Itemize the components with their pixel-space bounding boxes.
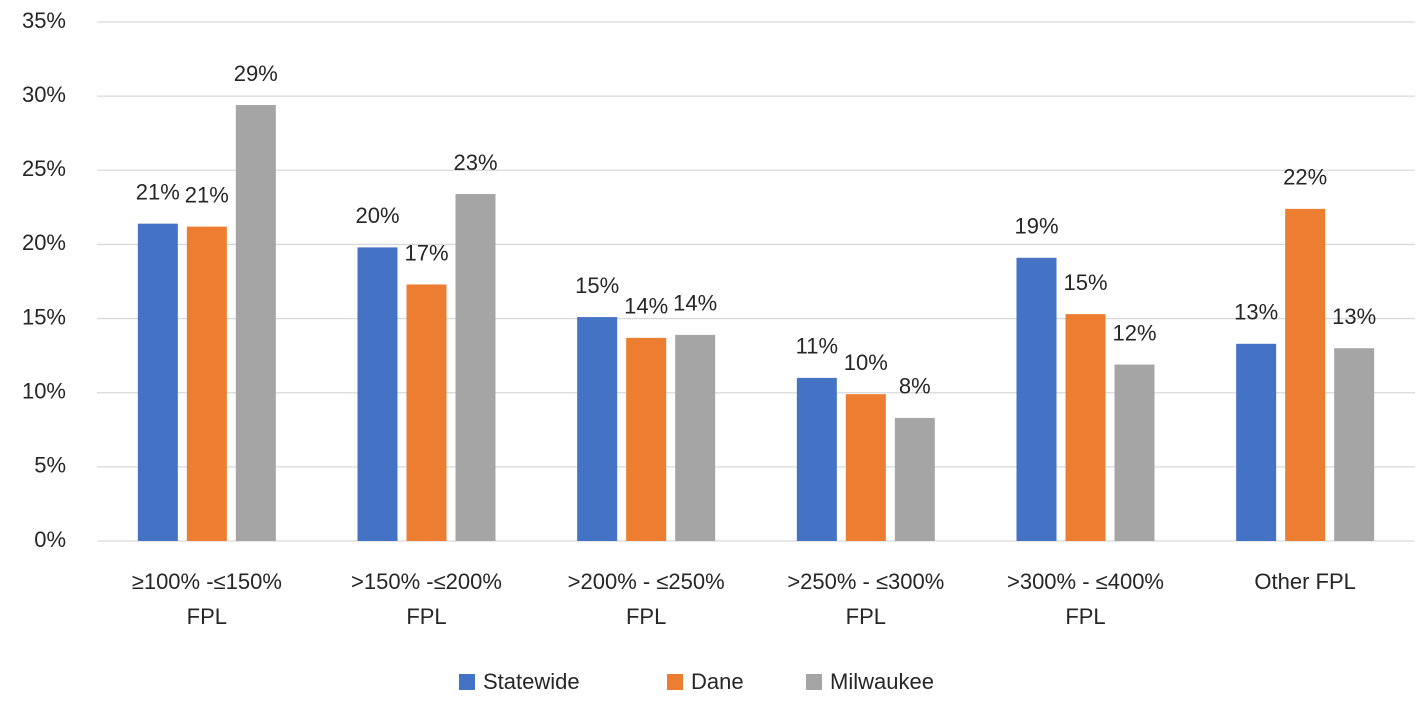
x-tick-label: >250% - ≤300% FPL (787, 569, 944, 629)
x-tick-label: >150% -≤200% FPL (351, 569, 502, 629)
data-label: 15% (1063, 270, 1107, 295)
data-label: 21% (136, 179, 180, 204)
data-label: 8% (899, 374, 931, 399)
bar (186, 226, 227, 542)
data-label: 15% (575, 273, 619, 298)
x-tick-label: >300% - ≤400% FPL (1007, 569, 1164, 629)
data-label: 13% (1234, 300, 1278, 325)
data-label: 21% (185, 182, 229, 207)
bar (1334, 348, 1375, 541)
bar (455, 194, 496, 542)
data-label: 14% (673, 291, 717, 316)
data-label: 17% (404, 240, 448, 265)
bar (1065, 314, 1106, 541)
x-tick-label: Other FPL (1254, 569, 1355, 594)
legend-swatch (667, 674, 683, 690)
bar (406, 284, 447, 541)
legend-label: Dane (691, 669, 744, 694)
bar (137, 223, 178, 541)
bar (845, 394, 886, 541)
bar (796, 377, 837, 541)
data-label: 12% (1112, 320, 1156, 345)
y-tick-label: 30% (22, 82, 66, 107)
data-label: 10% (844, 350, 888, 375)
legend-label: Statewide (483, 669, 580, 694)
legend-swatch (459, 674, 475, 690)
y-tick-label: 15% (22, 304, 66, 329)
bar (1285, 208, 1326, 541)
data-label: 14% (624, 294, 668, 319)
bar (357, 247, 398, 541)
legend-swatch (806, 674, 822, 690)
y-tick-label: 5% (34, 453, 66, 478)
legend-label: Milwaukee (830, 669, 934, 694)
bar (1016, 257, 1057, 541)
x-tick-label: ≥100% -≤150% FPL (132, 569, 282, 629)
data-label: 19% (1014, 214, 1058, 239)
data-label: 20% (355, 203, 399, 228)
x-tick-label: >200% - ≤250% FPL (568, 569, 725, 629)
bar (577, 317, 618, 541)
y-tick-label: 0% (34, 527, 66, 552)
bar (1114, 364, 1155, 541)
bar (235, 105, 276, 541)
y-tick-label: 10% (22, 379, 66, 404)
bar (626, 337, 667, 541)
data-label: 22% (1283, 165, 1327, 190)
data-label: 23% (453, 150, 497, 175)
bar (1236, 343, 1277, 541)
data-label: 11% (796, 334, 838, 359)
y-tick-label: 20% (22, 230, 66, 255)
bar (894, 417, 935, 541)
data-label: 13% (1332, 304, 1376, 329)
bar (675, 334, 716, 541)
y-tick-label: 35% (22, 8, 66, 33)
y-tick-label: 25% (22, 156, 66, 181)
data-label: 29% (234, 61, 278, 86)
